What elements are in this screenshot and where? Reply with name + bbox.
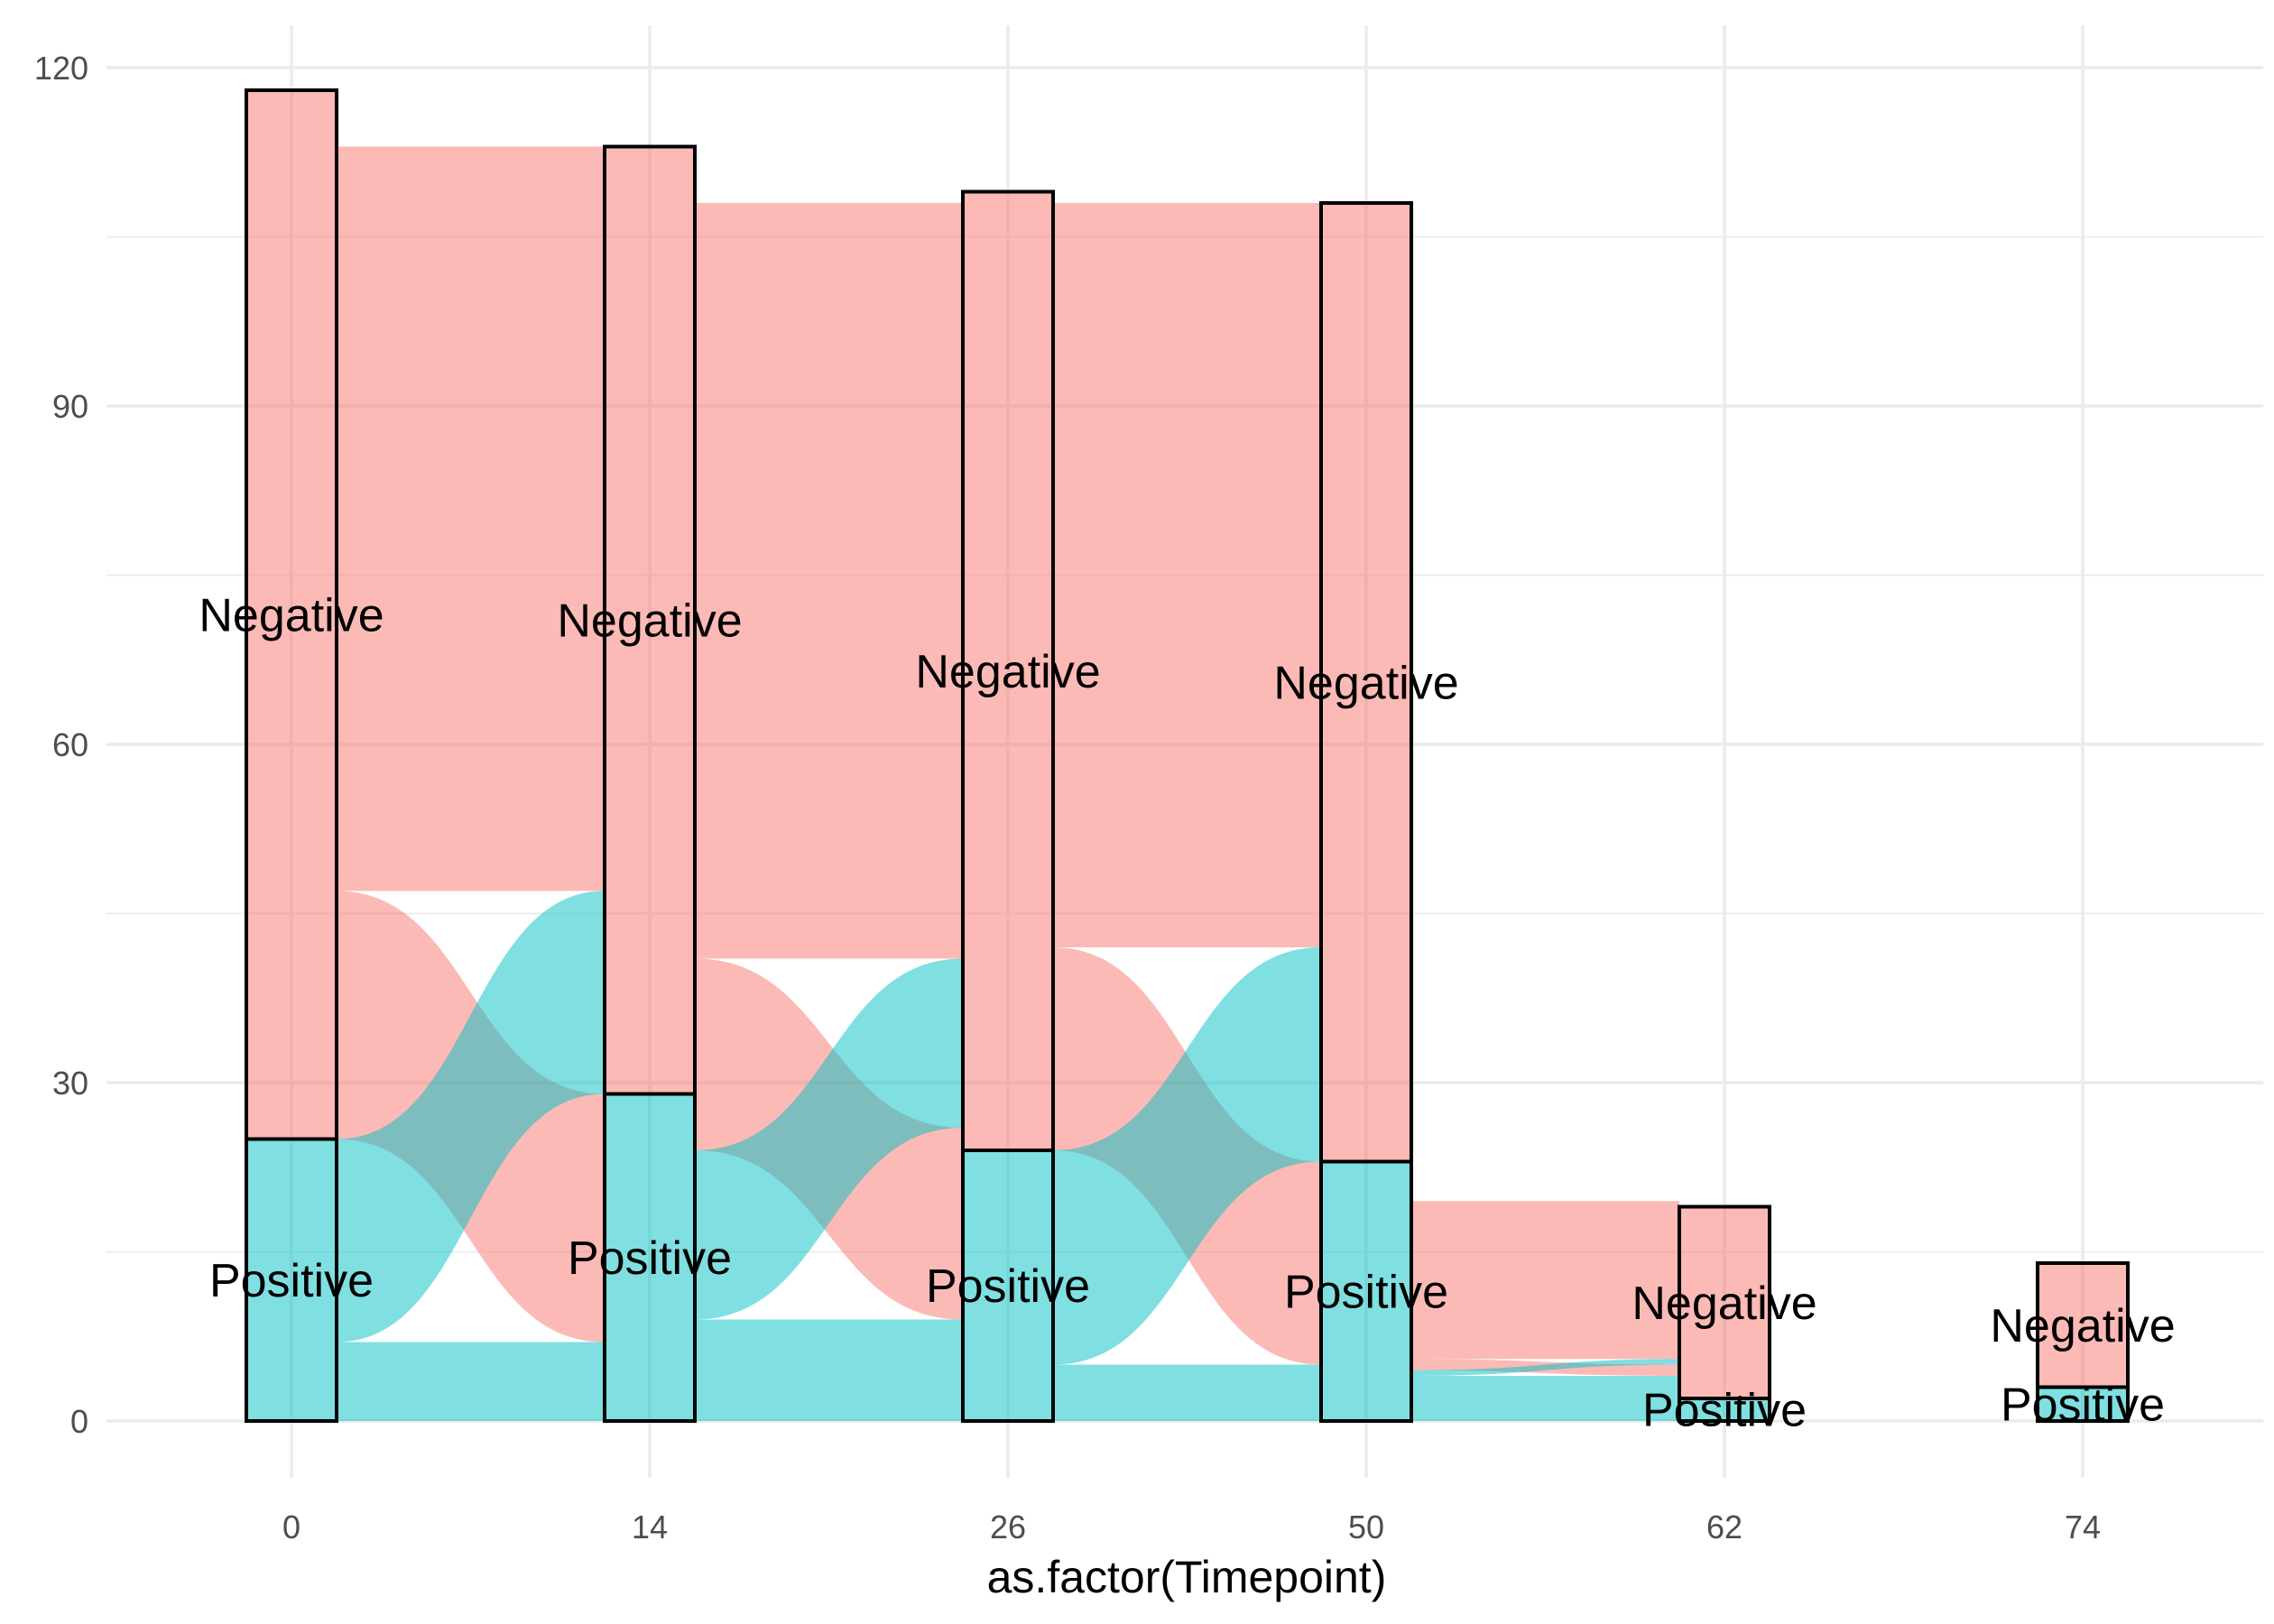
stratum-positive bbox=[1321, 1161, 1411, 1421]
y-axis-ticks: 0 30 60 90 120 bbox=[34, 50, 88, 1440]
stratum-label-positive: Positive bbox=[1642, 1385, 1807, 1437]
stratum-labels: Negative Positive Negative Positive Negative… bbox=[199, 589, 2175, 1436]
flow-positive-to-positive bbox=[1411, 1376, 1679, 1421]
stratum-negative bbox=[1679, 1206, 1770, 1398]
stratum-label-negative: Negative bbox=[1990, 1300, 2175, 1352]
stratum-negative bbox=[1321, 203, 1411, 1162]
stratum-label-negative: Negative bbox=[1632, 1278, 1816, 1330]
stratum-negative bbox=[246, 90, 337, 1140]
x-tick-label: 50 bbox=[1348, 1509, 1384, 1546]
stratum-positive bbox=[605, 1093, 695, 1421]
x-axis-ticks: 0 14 26 50 62 74 bbox=[282, 1509, 2101, 1546]
x-tick-label: 74 bbox=[2065, 1509, 2101, 1546]
flow-negative-to-negative bbox=[695, 203, 963, 959]
stratum-negative-border bbox=[603, 144, 697, 1096]
stratum-label-negative: Negative bbox=[199, 589, 384, 641]
stratum-label-positive: Positive bbox=[1284, 1266, 1448, 1318]
stratum-label-positive: Positive bbox=[209, 1255, 374, 1307]
flow-negative-to-negative bbox=[337, 146, 605, 891]
alluvial-flows bbox=[337, 146, 1679, 1421]
flow-positive-to-negative bbox=[1053, 947, 1321, 1365]
flow-positive-to-positive bbox=[337, 1342, 605, 1421]
stratum-negative-border bbox=[1319, 201, 1413, 1164]
stratum-negative bbox=[963, 191, 1053, 1150]
x-axis-title: as.factor(Timepoint) bbox=[987, 1552, 1387, 1602]
stratum-positive bbox=[963, 1150, 1053, 1421]
stratum-negative-border bbox=[2036, 1261, 2130, 1389]
stratum-negative-border bbox=[1678, 1204, 1771, 1400]
flow-positive-to-negative bbox=[337, 890, 605, 1343]
y-tick-label: 0 bbox=[70, 1403, 88, 1440]
x-tick-label: 0 bbox=[282, 1509, 300, 1546]
stratum-label-positive: Positive bbox=[2001, 1379, 2165, 1431]
stratum-label-positive: Positive bbox=[926, 1260, 1090, 1313]
flow-negative-to-negative bbox=[1411, 1201, 1679, 1360]
y-tick-label: 30 bbox=[52, 1065, 88, 1102]
y-tick-label: 90 bbox=[52, 388, 88, 425]
stratum-positive bbox=[2038, 1387, 2128, 1421]
x-tick-label: 62 bbox=[1706, 1509, 1742, 1546]
flow-positive-to-negative bbox=[695, 958, 963, 1320]
stratum-label-negative: Negative bbox=[915, 646, 1100, 698]
y-tick-label: 60 bbox=[52, 726, 88, 763]
stratum-label-positive: Positive bbox=[568, 1232, 732, 1285]
flow-negative-to-negative bbox=[1053, 203, 1321, 947]
x-tick-label: 26 bbox=[990, 1509, 1026, 1546]
stratum-positive bbox=[1679, 1398, 1770, 1421]
stratum-negative bbox=[605, 146, 695, 1094]
stratum-label-negative: Negative bbox=[557, 595, 742, 648]
strata-boxes bbox=[245, 88, 2130, 1423]
x-tick-label: 14 bbox=[632, 1509, 668, 1546]
stratum-positive bbox=[246, 1139, 337, 1421]
stratum-label-negative: Negative bbox=[1273, 657, 1458, 709]
flow-positive-to-positive bbox=[695, 1319, 963, 1421]
y-tick-label: 120 bbox=[34, 50, 88, 87]
flow-positive-to-negative bbox=[1411, 1359, 1679, 1376]
stratum-negative-border bbox=[961, 189, 1055, 1152]
stratum-negative bbox=[2038, 1263, 2128, 1388]
flow-positive-to-positive bbox=[1053, 1364, 1321, 1421]
stratum-negative-border bbox=[245, 88, 338, 1141]
